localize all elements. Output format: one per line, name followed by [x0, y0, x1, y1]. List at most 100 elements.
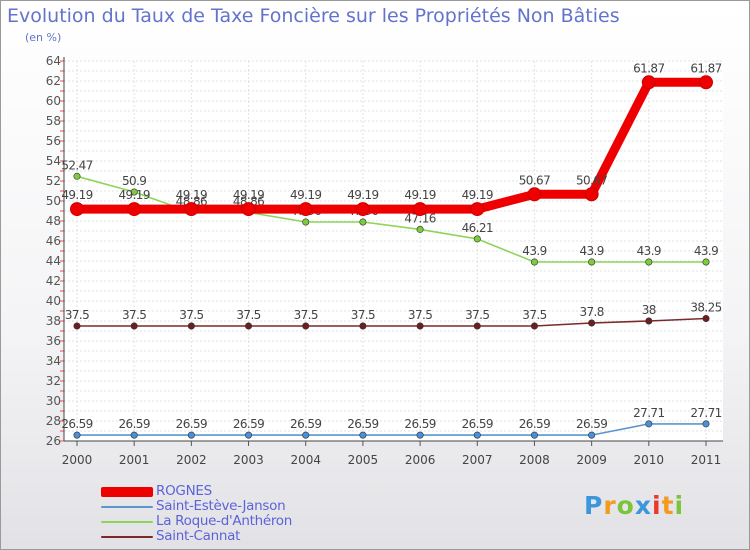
data-point	[470, 202, 485, 217]
data-label: 26.59	[576, 417, 607, 431]
data-label: 43.9	[637, 244, 661, 258]
data-label: 26.59	[119, 417, 150, 431]
data-point	[416, 225, 424, 233]
y-tick-label: 54	[46, 154, 61, 168]
data-point	[473, 235, 481, 243]
series-line	[76, 317, 707, 327]
y-tick-label: 28	[46, 414, 61, 428]
legend-swatch	[101, 521, 153, 523]
data-label: 61.87	[633, 61, 664, 75]
data-point	[73, 322, 81, 330]
y-tick-label: 36	[46, 334, 61, 348]
data-point	[187, 322, 195, 330]
data-label: 49.19	[233, 188, 264, 202]
x-tick-label: 2008	[519, 453, 550, 467]
data-point	[413, 202, 428, 217]
data-point	[702, 258, 710, 266]
legend-label: La Roque-d'Anthéron	[156, 513, 293, 529]
x-tick-label: 2003	[233, 453, 264, 467]
data-point	[127, 202, 142, 217]
data-point	[245, 431, 253, 439]
chart-title: Evolution du Taux de Taxe Foncière sur l…	[7, 5, 620, 27]
data-point	[359, 218, 367, 226]
data-point	[70, 202, 84, 217]
data-point	[130, 322, 138, 330]
series-line	[72, 77, 711, 214]
data-label: 38	[642, 303, 656, 317]
data-label: 26.59	[233, 417, 264, 431]
data-point	[645, 317, 653, 325]
data-point	[245, 322, 253, 330]
x-tick-label: 2006	[405, 453, 436, 467]
legend-swatch	[101, 536, 153, 538]
data-label: 46.21	[462, 221, 493, 235]
data-point	[241, 202, 256, 217]
data-label: 26.59	[462, 417, 493, 431]
data-label: 27.71	[633, 406, 664, 420]
x-tick-label: 2010	[634, 453, 665, 467]
legend-swatch	[101, 487, 153, 497]
x-tick-label: 2007	[462, 453, 493, 467]
y-tick-label: 56	[46, 134, 61, 148]
logo-letter: r	[603, 491, 617, 520]
x-tick-label: 2005	[348, 453, 379, 467]
data-label: 37.5	[408, 308, 432, 322]
data-point	[645, 420, 653, 428]
legend-label: ROGNES	[156, 483, 212, 499]
data-label: 52.47	[61, 158, 92, 172]
data-point	[416, 431, 424, 439]
data-point	[302, 322, 310, 330]
data-point	[302, 431, 310, 439]
data-label: 43.9	[579, 244, 603, 258]
series-rognes: 49.19 49.19 49.19 49.19 49.19 49.19 49.19 49.19…	[61, 61, 722, 217]
data-label: 37.8	[579, 305, 603, 319]
y-tick-label: 46	[46, 234, 61, 248]
data-label: 47.16	[404, 211, 435, 225]
data-label: 50.9	[122, 174, 146, 188]
data-label: 49.19	[462, 188, 493, 202]
data-label: 49.19	[404, 188, 435, 202]
data-point	[73, 431, 81, 439]
y-tick-label: 32	[46, 374, 61, 388]
x-tick-label: 2002	[176, 453, 207, 467]
y-tick-label: 50	[46, 194, 61, 208]
data-label: 26.59	[176, 417, 207, 431]
data-point	[588, 258, 596, 266]
data-label: 49.19	[176, 188, 207, 202]
data-label: 26.59	[347, 417, 378, 431]
logo-letter: i	[652, 491, 662, 520]
data-point	[187, 431, 195, 439]
x-tick-label: 2001	[119, 453, 150, 467]
data-point	[73, 172, 81, 180]
data-point	[359, 431, 367, 439]
logo-letter: t	[661, 491, 675, 520]
data-label: 49.19	[347, 188, 378, 202]
x-tick-label: 2000	[62, 453, 93, 467]
data-label: 50.67	[519, 173, 550, 187]
data-point	[702, 314, 710, 322]
series-line	[76, 423, 707, 436]
series-saint-cannat: 37.5 37.5 37.5 37.5 37.5 37.5 37.5 37.5 37.5 37.8…	[65, 301, 722, 330]
data-point	[588, 431, 596, 439]
series-saint-est-ve-janson: 26.59 26.59 26.59 26.59 26.59 26.59 26.59 26.59…	[61, 406, 722, 439]
data-point	[530, 431, 538, 439]
data-label: 37.5	[351, 308, 375, 322]
data-label: 26.59	[404, 417, 435, 431]
y-tick-label: 58	[46, 114, 61, 128]
y-tick-label: 38	[46, 314, 61, 328]
data-point	[588, 319, 596, 327]
data-point	[302, 218, 310, 226]
data-point	[530, 258, 538, 266]
logo-letter: i	[674, 491, 685, 520]
data-label: 37.5	[65, 308, 89, 322]
data-label: 37.5	[236, 308, 260, 322]
y-tick-label: 40	[46, 294, 61, 308]
data-label: 26.59	[290, 417, 321, 431]
y-tick-label: 42	[46, 274, 61, 288]
data-point	[298, 202, 313, 217]
data-label: 38.25	[690, 301, 721, 315]
data-label: 61.87	[690, 61, 721, 75]
data-label: 27.71	[690, 406, 721, 420]
